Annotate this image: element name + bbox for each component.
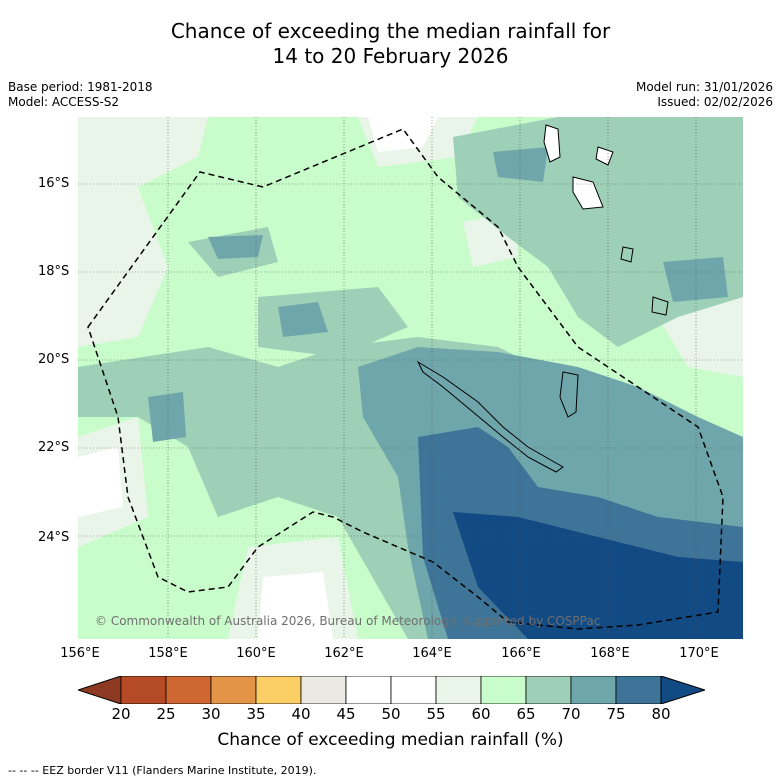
rainfall-map: [78, 117, 743, 639]
meta-right: Model run: 31/01/2026 Issued: 02/02/2026: [636, 80, 773, 110]
copyright-notice: © Commonwealth of Australia 2026, Bureau…: [95, 614, 601, 628]
colorbar-cell: [255, 676, 302, 704]
colorbar-cell: [300, 676, 347, 704]
colorbar-tick-label: 35: [246, 705, 266, 723]
eez-footnote: -- -- -- EEZ border V11 (Flanders Marine…: [8, 764, 317, 777]
gridlines: [78, 117, 743, 639]
colorbar-cell: [570, 676, 617, 704]
loyalty-islands-coastline: [559, 371, 579, 418]
region-45-55: [368, 117, 438, 152]
region-55-60: [78, 117, 208, 197]
lat-label-20s: 20°S: [38, 352, 70, 367]
region-above-80: [453, 512, 743, 639]
lat-label-18s: 18°S: [38, 264, 70, 279]
colorbar-tick-label: 70: [561, 705, 581, 723]
title-line-1: Chance of exceeding the median rainfall …: [170, 19, 611, 43]
colorbar-tick-label: 40: [291, 705, 311, 723]
vanuatu-island-coastline: [572, 176, 604, 210]
colorbar-tick-label: 65: [516, 705, 536, 723]
colorbar-tick-label: 55: [426, 705, 446, 723]
colorbar-cell: [480, 676, 527, 704]
lon-label-162e: 162°E: [324, 646, 364, 661]
colorbar-arrow-high: [660, 676, 705, 704]
colorbar-cell: [615, 676, 662, 704]
colorbar-label: Chance of exceeding median rainfall (%): [217, 730, 564, 750]
colorbar-tick-label: 50: [381, 705, 401, 723]
lon-label-158e: 158°E: [148, 646, 188, 661]
region-70-75: [208, 235, 263, 259]
colorbar-cell: [210, 676, 257, 704]
title-line-2: 14 to 20 February 2026: [272, 44, 509, 68]
colorbar-arrow-low: [78, 676, 122, 704]
region-65-70: [258, 287, 408, 357]
lat-label-22s: 22°S: [38, 440, 70, 455]
colorbar-tick-label: 25: [156, 705, 176, 723]
map-canvas: [78, 117, 743, 639]
lon-label-156e: 156°E: [60, 646, 100, 661]
colorbar-cell: [435, 676, 482, 704]
vanuatu-island-coastline: [543, 124, 561, 163]
vanuatu-island-coastline: [620, 246, 634, 263]
eez-border: [87, 128, 724, 630]
colorbar-tick-label: 20: [111, 705, 131, 723]
lon-label-168e: 168°E: [590, 646, 630, 661]
meta-left: Base period: 1981-2018 Model: ACCESS-S2: [8, 80, 153, 110]
colorbar-cell: [390, 676, 437, 704]
region-70-75: [663, 257, 728, 302]
issued-date: Issued: 02/02/2026: [657, 95, 773, 109]
region-70-75: [148, 392, 186, 442]
colorbar-cell: [120, 676, 167, 704]
region-45-55: [78, 447, 123, 517]
colorbar-tick-label: 30: [201, 705, 221, 723]
model-run: Model run: 31/01/2026: [635, 80, 773, 94]
lon-label-160e: 160°E: [236, 646, 276, 661]
colorbar-tick-label: 45: [336, 705, 356, 723]
colorbar: [78, 676, 705, 704]
lat-label-16s: 16°S: [38, 176, 70, 191]
lon-label-164e: 164°E: [412, 646, 452, 661]
lat-label-24s: 24°S: [38, 530, 70, 545]
base-period: Base period: 1981-2018: [8, 80, 153, 94]
colorbar-cells: [120, 676, 662, 704]
colorbar-tick-label: 80: [651, 705, 671, 723]
new-caledonia-coastline: [416, 360, 564, 473]
colorbar-tick-label: 60: [471, 705, 491, 723]
lon-label-166e: 166°E: [501, 646, 541, 661]
lon-label-170e: 170°E: [679, 646, 719, 661]
colorbar-cell: [345, 676, 392, 704]
region-70-75: [493, 147, 548, 182]
vanuatu-island-coastline: [651, 296, 669, 316]
region-55-60: [78, 187, 168, 347]
model-name: Model: ACCESS-S2: [8, 95, 120, 109]
region-45-55: [258, 572, 333, 639]
colorbar-tick-label: 75: [606, 705, 626, 723]
colorbar-cell: [525, 676, 572, 704]
colorbar-cell: [165, 676, 212, 704]
region-70-75: [278, 302, 328, 337]
